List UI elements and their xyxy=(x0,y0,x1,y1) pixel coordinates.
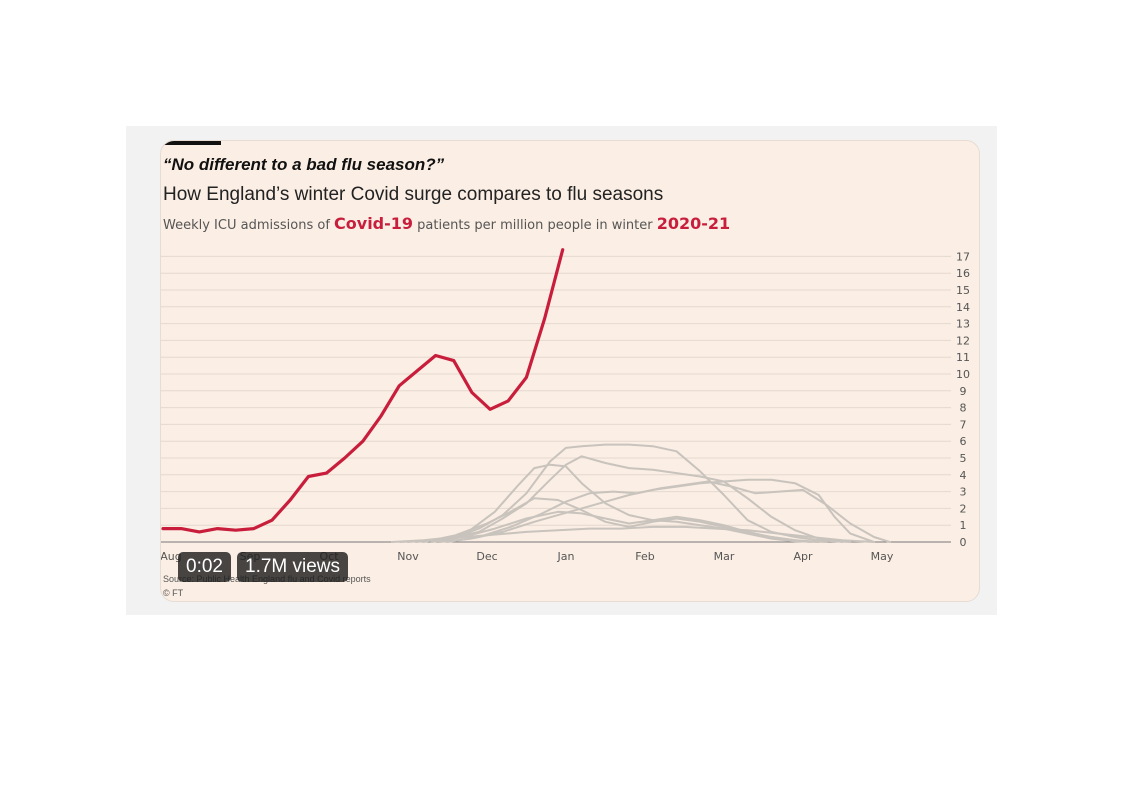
y-tick-label: 1 xyxy=(960,519,967,532)
y-tick-label: 0 xyxy=(960,536,967,549)
chart-credit: © FT xyxy=(163,588,184,598)
flu-season-line xyxy=(414,455,844,543)
y-tick-label: 11 xyxy=(956,351,970,364)
chart-card: “No different to a bad flu season?” How … xyxy=(160,140,980,602)
flu-season-line xyxy=(391,443,852,543)
y-tick-label: 3 xyxy=(960,486,967,499)
chart-headline: “No different to a bad flu season?” xyxy=(163,155,445,174)
y-tick-label: 14 xyxy=(956,301,970,314)
y-tick-label: 13 xyxy=(956,318,970,331)
covid-series-line xyxy=(161,248,565,534)
x-tick-label: Nov xyxy=(397,550,419,563)
flu-season-line xyxy=(446,480,891,543)
y-tick-label: 16 xyxy=(956,267,970,280)
subtitle-covid-highlight: Covid-19 xyxy=(334,214,414,233)
x-tick-label: Dec xyxy=(476,550,497,563)
y-tick-label: 2 xyxy=(960,502,967,515)
subtitle-season-highlight: 2020-21 xyxy=(656,214,731,233)
y-tick-label: 9 xyxy=(960,385,967,398)
icu-admissions-chart: 01234567891011121314151617AugSepOctNovDe… xyxy=(161,248,970,563)
flu-season-line xyxy=(422,497,820,543)
y-tick-label: 12 xyxy=(956,334,970,347)
subtitle-text-mid: patients per million people in winter xyxy=(413,218,657,233)
y-tick-label: 7 xyxy=(960,418,967,431)
flu-season-line xyxy=(406,525,875,543)
x-tick-label: Feb xyxy=(635,550,654,563)
x-tick-label: Apr xyxy=(793,550,813,563)
chart-title: How England’s winter Covid surge compare… xyxy=(163,184,664,205)
video-view-count: 1.7M views xyxy=(237,552,349,582)
ft-accent-bar xyxy=(161,141,221,145)
flu-season-line xyxy=(430,510,812,543)
y-tick-label: 10 xyxy=(956,368,970,381)
y-tick-label: 6 xyxy=(960,435,967,448)
chart-subtitle: Weekly ICU admissions of Covid-19 patien… xyxy=(163,214,730,233)
flu-season-line xyxy=(399,463,828,543)
y-tick-label: 4 xyxy=(960,469,967,482)
y-tick-label: 8 xyxy=(960,402,967,415)
x-tick-label: May xyxy=(871,550,894,563)
subtitle-text-pre: Weekly ICU admissions of xyxy=(163,218,335,233)
y-tick-label: 5 xyxy=(960,452,967,465)
x-tick-label: Aug xyxy=(161,550,182,563)
y-tick-label: 15 xyxy=(956,284,970,297)
x-tick-label: Mar xyxy=(714,550,735,563)
video-timestamp: 0:02 xyxy=(178,552,231,582)
y-tick-label: 17 xyxy=(956,250,970,263)
x-tick-label: Jan xyxy=(557,550,575,563)
